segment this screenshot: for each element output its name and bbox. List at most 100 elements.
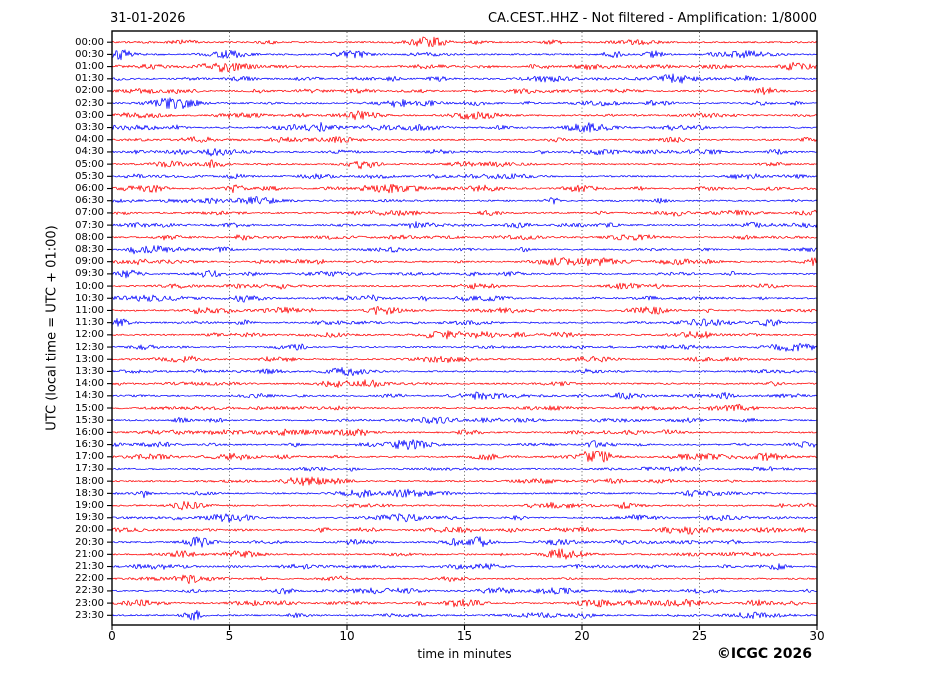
seismo-trace-17:30	[111, 466, 818, 472]
seismo-trace-09:00	[111, 257, 818, 267]
y-tick-label-00:00: 00:00	[75, 36, 104, 48]
seismo-trace-01:30	[111, 73, 818, 84]
y-tick-label-04:30: 04:30	[75, 146, 104, 158]
y-tick-label-13:30: 13:30	[75, 365, 104, 377]
y-tick-label-17:30: 17:30	[75, 463, 104, 475]
x-axis-label: time in minutes	[417, 647, 512, 661]
seismo-trace-06:00	[111, 183, 818, 194]
seismo-trace-21:00	[111, 548, 818, 560]
x-tick-label-30: 30	[809, 629, 825, 643]
y-tick-label-18:00: 18:00	[75, 475, 104, 487]
seismo-trace-20:30	[111, 536, 818, 548]
seismo-trace-19:00	[111, 500, 818, 511]
y-tick-label-10:00: 10:00	[75, 280, 104, 292]
y-tick-label-05:00: 05:00	[75, 158, 104, 170]
y-tick-label-06:30: 06:30	[75, 195, 104, 207]
y-tick-label-09:00: 09:00	[75, 256, 104, 268]
seismo-trace-01:00	[111, 61, 818, 73]
seismo-trace-16:30	[111, 439, 818, 450]
seismo-trace-14:00	[111, 379, 818, 388]
y-tick-label-17:00: 17:00	[75, 451, 104, 463]
seismo-trace-13:30	[111, 367, 818, 377]
y-tick-label-20:00: 20:00	[75, 524, 104, 536]
copyright-credit: ©ICGC 2026	[716, 646, 812, 662]
seismo-trace-15:00	[111, 403, 818, 412]
y-tick-label-10:30: 10:30	[75, 292, 104, 304]
y-tick-label-12:00: 12:00	[75, 329, 104, 341]
y-tick-label-18:30: 18:30	[75, 487, 104, 499]
y-tick-label-20:30: 20:30	[75, 536, 104, 548]
y-tick-label-11:30: 11:30	[75, 317, 104, 329]
figure-station-title: CA.CEST..HHZ - Not filtered - Amplificat…	[487, 11, 817, 26]
seismo-trace-12:30	[111, 342, 818, 352]
y-tick-label-02:00: 02:00	[75, 85, 104, 97]
seismo-trace-02:00	[111, 86, 818, 96]
seismo-trace-00:00	[111, 36, 818, 48]
y-tick-label-00:30: 00:30	[75, 48, 104, 60]
seismo-trace-09:30	[111, 269, 818, 279]
x-tick-label-10: 10	[339, 629, 355, 643]
y-tick-label-14:30: 14:30	[75, 390, 104, 402]
x-tick-label-0: 0	[108, 629, 116, 643]
seismo-trace-02:30	[111, 97, 818, 109]
y-tick-label-15:00: 15:00	[75, 402, 104, 414]
seismo-trace-18:30	[111, 488, 818, 499]
x-tick-label-5: 5	[225, 629, 234, 643]
seismo-trace-22:00	[111, 574, 818, 585]
seismo-trace-11:00	[111, 306, 818, 315]
seismo-trace-05:00	[111, 159, 818, 170]
seismo-trace-04:00	[112, 136, 818, 144]
seismo-trace-17:00	[111, 451, 818, 463]
y-tick-label-02:30: 02:30	[75, 97, 104, 109]
seismo-trace-21:30	[111, 563, 818, 571]
seismo-trace-03:00	[111, 110, 818, 121]
seismo-trace-05:30	[111, 173, 818, 180]
seismo-trace-07:00	[111, 209, 818, 217]
x-tick-label-20: 20	[574, 629, 590, 643]
y-tick-label-16:00: 16:00	[75, 426, 104, 438]
y-tick-label-16:30: 16:30	[75, 439, 104, 451]
seismo-trace-00:30	[111, 49, 818, 61]
seismo-trace-12:00	[111, 330, 818, 340]
y-tick-label-21:30: 21:30	[75, 561, 104, 573]
y-tick-label-08:30: 08:30	[75, 243, 104, 255]
x-tick-label-25: 25	[691, 629, 708, 643]
seismo-trace-14:30	[111, 391, 818, 400]
seismo-trace-06:30	[111, 196, 818, 205]
seismo-trace-23:30	[111, 609, 818, 621]
y-tick-label-07:00: 07:00	[75, 207, 104, 219]
y-tick-label-03:00: 03:00	[75, 109, 104, 121]
seismo-trace-11:30	[111, 318, 818, 327]
seismo-trace-15:30	[111, 416, 818, 425]
seismo-trace-16:00	[111, 428, 818, 437]
seismo-trace-08:00	[111, 234, 818, 241]
y-tick-label-11:00: 11:00	[75, 304, 104, 316]
y-tick-label-12:30: 12:30	[75, 341, 104, 353]
y-tick-label-09:30: 09:30	[75, 268, 104, 280]
y-tick-label-21:00: 21:00	[75, 548, 104, 560]
seismo-trace-19:30	[111, 513, 818, 523]
y-tick-label-03:30: 03:30	[75, 122, 104, 134]
seismo-trace-22:30	[111, 587, 818, 595]
seismo-trace-08:30	[111, 245, 818, 255]
y-tick-label-23:00: 23:00	[75, 597, 104, 609]
y-tick-label-08:00: 08:00	[75, 231, 104, 243]
y-tick-label-13:00: 13:00	[75, 353, 104, 365]
seismo-trace-10:30	[111, 294, 818, 303]
seismo-trace-18:00	[111, 476, 818, 487]
seismo-trace-13:00	[111, 355, 818, 364]
y-tick-label-19:30: 19:30	[75, 512, 104, 524]
y-tick-label-07:30: 07:30	[75, 219, 104, 231]
seismo-trace-20:00	[111, 526, 818, 535]
figure-date-title: 31-01-2026	[110, 11, 186, 26]
y-tick-label-01:00: 01:00	[75, 61, 104, 73]
y-tick-label-04:00: 04:00	[75, 134, 104, 146]
seismo-trace-10:00	[111, 282, 818, 290]
seismo-trace-03:30	[111, 122, 818, 133]
x-tick-label-15: 15	[456, 629, 473, 643]
y-tick-label-05:30: 05:30	[75, 170, 104, 182]
seismo-trace-23:00	[111, 598, 818, 608]
y-tick-label-14:00: 14:00	[75, 378, 104, 390]
